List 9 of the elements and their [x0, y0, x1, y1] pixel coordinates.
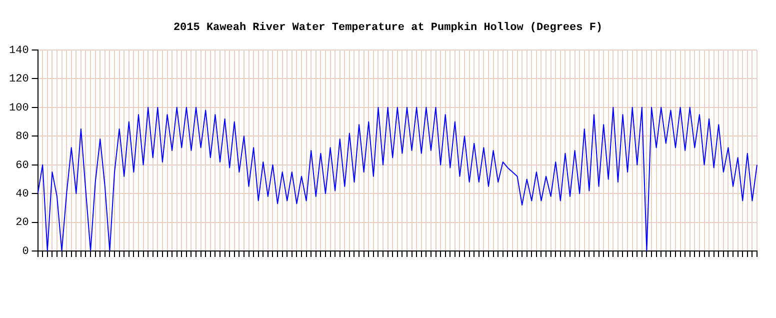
y-tick-label: 20: [16, 217, 29, 230]
y-tick-label: 0: [22, 246, 29, 258]
y-tick-label: 100: [8, 102, 29, 114]
y-tick-label: 140: [8, 44, 29, 57]
y-tick-label: 60: [16, 160, 29, 172]
chart-title: 2015 Kaweah River Water Temperature at Pumpkin Hollow (Degrees F): [172, 22, 604, 34]
y-tick-label: 40: [16, 188, 29, 200]
y-tick-label: 80: [16, 131, 29, 144]
y-tick-label: 120: [8, 74, 29, 86]
